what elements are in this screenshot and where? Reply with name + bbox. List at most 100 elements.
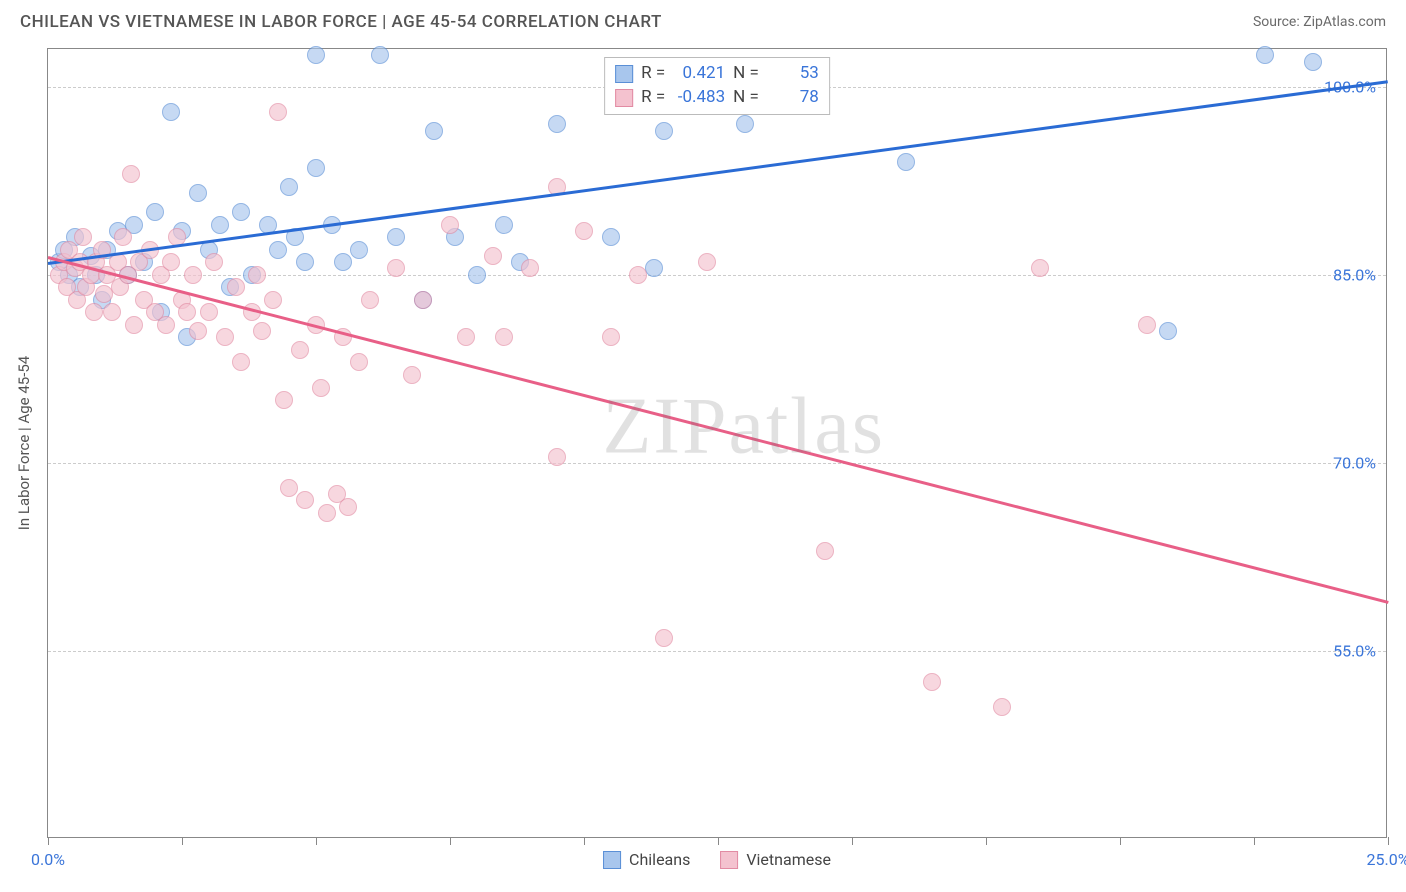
data-point bbox=[334, 253, 352, 271]
data-point bbox=[645, 259, 663, 277]
correlation-legend: R = 0.421 N = 53 R = -0.483 N = 78 bbox=[604, 57, 830, 115]
data-point bbox=[403, 366, 421, 384]
data-point bbox=[125, 316, 143, 334]
data-point bbox=[162, 103, 180, 121]
series-legend: Chileans Vietnamese bbox=[603, 850, 831, 869]
xtick bbox=[48, 837, 49, 845]
data-point bbox=[296, 253, 314, 271]
data-point bbox=[414, 291, 432, 309]
data-point bbox=[495, 328, 513, 346]
data-point bbox=[736, 115, 754, 133]
swatch-chileans bbox=[603, 851, 621, 869]
data-point bbox=[371, 46, 389, 64]
ytick-label: 85.0% bbox=[1333, 265, 1376, 284]
data-point bbox=[296, 491, 314, 509]
data-point bbox=[189, 322, 207, 340]
data-point bbox=[146, 203, 164, 221]
data-point bbox=[248, 266, 266, 284]
data-point bbox=[189, 184, 207, 202]
data-point bbox=[1256, 46, 1274, 64]
gridline bbox=[48, 463, 1386, 464]
xtick bbox=[986, 837, 987, 845]
data-point bbox=[280, 479, 298, 497]
n-label: N = bbox=[733, 62, 759, 86]
data-point bbox=[816, 542, 834, 560]
n-value-vietnamese: 78 bbox=[767, 86, 819, 110]
legend-item-chileans: Chileans bbox=[603, 850, 690, 869]
y-axis-label: In Labor Force | Age 45-54 bbox=[15, 356, 33, 530]
xtick bbox=[450, 837, 451, 845]
data-point bbox=[602, 328, 620, 346]
data-point bbox=[232, 203, 250, 221]
xtick bbox=[584, 837, 585, 845]
data-point bbox=[157, 316, 175, 334]
n-value-chileans: 53 bbox=[767, 62, 819, 86]
data-point bbox=[264, 291, 282, 309]
data-point bbox=[484, 247, 502, 265]
ytick-label: 55.0% bbox=[1333, 641, 1376, 660]
chart-frame: In Labor Force | Age 45-54 55.0%70.0%85.… bbox=[47, 48, 1387, 838]
data-point bbox=[993, 698, 1011, 716]
data-point bbox=[253, 322, 271, 340]
plot-area: 55.0%70.0%85.0%100.0%0.0%25.0% bbox=[48, 49, 1386, 837]
gridline bbox=[48, 651, 1386, 652]
data-point bbox=[361, 291, 379, 309]
data-point bbox=[312, 379, 330, 397]
data-point bbox=[227, 278, 245, 296]
chart-title: CHILEAN VS VIETNAMESE IN LABOR FORCE | A… bbox=[20, 12, 662, 32]
data-point bbox=[269, 241, 287, 259]
header: CHILEAN VS VIETNAMESE IN LABOR FORCE | A… bbox=[0, 0, 1406, 40]
xtick bbox=[1120, 837, 1121, 845]
data-point bbox=[655, 629, 673, 647]
data-point bbox=[441, 216, 459, 234]
source-label: Source: ZipAtlas.com bbox=[1253, 14, 1386, 30]
data-point bbox=[387, 259, 405, 277]
xtick bbox=[182, 837, 183, 845]
data-point bbox=[178, 303, 196, 321]
data-point bbox=[629, 266, 647, 284]
r-value-vietnamese: -0.483 bbox=[673, 86, 725, 110]
data-point bbox=[575, 222, 593, 240]
data-point bbox=[275, 391, 293, 409]
data-point bbox=[216, 328, 234, 346]
data-point bbox=[425, 122, 443, 140]
data-point bbox=[897, 153, 915, 171]
data-point bbox=[291, 341, 309, 359]
data-point bbox=[318, 504, 336, 522]
swatch-chileans bbox=[615, 65, 633, 83]
xtick-label: 0.0% bbox=[31, 850, 65, 869]
data-point bbox=[923, 673, 941, 691]
xtick bbox=[852, 837, 853, 845]
data-point bbox=[307, 159, 325, 177]
data-point bbox=[521, 259, 539, 277]
data-point bbox=[548, 448, 566, 466]
data-point bbox=[548, 115, 566, 133]
data-point bbox=[350, 241, 368, 259]
swatch-vietnamese bbox=[720, 851, 738, 869]
data-point bbox=[698, 253, 716, 271]
data-point bbox=[307, 46, 325, 64]
data-point bbox=[387, 228, 405, 246]
legend-item-vietnamese: Vietnamese bbox=[720, 850, 831, 869]
data-point bbox=[1304, 53, 1322, 71]
data-point bbox=[339, 498, 357, 516]
r-label: R = bbox=[641, 86, 665, 110]
n-label: N = bbox=[733, 86, 759, 110]
legend-row-vietnamese: R = -0.483 N = 78 bbox=[615, 86, 819, 110]
data-point bbox=[1031, 259, 1049, 277]
data-point bbox=[1138, 316, 1156, 334]
data-point bbox=[85, 303, 103, 321]
data-point bbox=[232, 353, 250, 371]
data-point bbox=[457, 328, 475, 346]
data-point bbox=[200, 303, 218, 321]
data-point bbox=[103, 303, 121, 321]
xtick bbox=[316, 837, 317, 845]
data-point bbox=[280, 178, 298, 196]
xtick-label: 25.0% bbox=[1367, 850, 1406, 869]
data-point bbox=[468, 266, 486, 284]
data-point bbox=[162, 253, 180, 271]
data-point bbox=[350, 353, 368, 371]
legend-row-chileans: R = 0.421 N = 53 bbox=[615, 62, 819, 86]
data-point bbox=[211, 216, 229, 234]
data-point bbox=[114, 228, 132, 246]
